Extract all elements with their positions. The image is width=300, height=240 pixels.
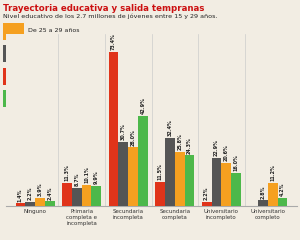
Text: Nivel educativo de los 2.7 millones de jóvenes entre 15 y 29 años.: Nivel educativo de los 2.7 millones de j…: [3, 13, 218, 19]
Bar: [62, 183, 72, 206]
Text: 11.3%: 11.3%: [64, 164, 70, 181]
Text: Total: Total: [28, 96, 43, 100]
Text: 11.2%: 11.2%: [270, 164, 275, 181]
Bar: [212, 158, 221, 206]
Text: 11.5%: 11.5%: [158, 164, 163, 180]
Text: 25.8%: 25.8%: [177, 133, 182, 150]
Text: Trayectoria educativa y salida tempranas: Trayectoria educativa y salida tempranas: [3, 4, 204, 12]
Text: 4.2%: 4.2%: [280, 182, 285, 196]
Bar: [16, 204, 26, 206]
Text: 32.4%: 32.4%: [167, 120, 172, 136]
Bar: [278, 198, 287, 206]
FancyBboxPatch shape: [3, 23, 23, 40]
Bar: [45, 201, 55, 206]
Text: 1.4%: 1.4%: [18, 188, 23, 202]
Text: 2.8%: 2.8%: [260, 185, 266, 199]
Bar: [258, 200, 268, 206]
Bar: [231, 173, 241, 206]
Text: 73.4%: 73.4%: [111, 33, 116, 50]
Bar: [26, 202, 35, 206]
Bar: [165, 138, 175, 206]
Text: 42.9%: 42.9%: [140, 97, 146, 114]
Bar: [128, 147, 138, 206]
Text: 30.7%: 30.7%: [121, 123, 126, 140]
Text: 2.4%: 2.4%: [47, 186, 52, 200]
Bar: [92, 186, 101, 206]
Bar: [268, 183, 278, 206]
Bar: [118, 142, 128, 206]
FancyBboxPatch shape: [3, 90, 23, 108]
Text: 2.2%: 2.2%: [28, 186, 33, 200]
Text: 20.6%: 20.6%: [224, 144, 229, 161]
Bar: [155, 182, 165, 206]
Text: 8.7%: 8.7%: [74, 173, 79, 186]
Text: 22.9%: 22.9%: [214, 139, 219, 156]
Text: 28.0%: 28.0%: [130, 129, 136, 146]
Text: 3.9%: 3.9%: [38, 183, 43, 197]
Bar: [82, 185, 92, 206]
Text: De 15 a 18 años: De 15 a 18 años: [28, 73, 79, 78]
Text: 16.0%: 16.0%: [233, 154, 238, 171]
Text: 24.3%: 24.3%: [187, 137, 192, 154]
Bar: [35, 198, 45, 206]
Text: 2.2%: 2.2%: [204, 186, 209, 200]
Text: 9.9%: 9.9%: [94, 170, 99, 184]
Bar: [202, 202, 212, 206]
Bar: [184, 155, 194, 206]
FancyBboxPatch shape: [3, 68, 23, 85]
Bar: [72, 188, 82, 206]
Bar: [221, 163, 231, 206]
FancyBboxPatch shape: [3, 45, 23, 62]
Text: De 25 a 29 años: De 25 a 29 años: [28, 28, 80, 33]
Text: De 19 a 24 años: De 19 a 24 años: [28, 50, 80, 55]
Bar: [138, 116, 148, 206]
Bar: [109, 52, 118, 206]
Bar: [175, 152, 184, 206]
Text: 10.1%: 10.1%: [84, 167, 89, 183]
